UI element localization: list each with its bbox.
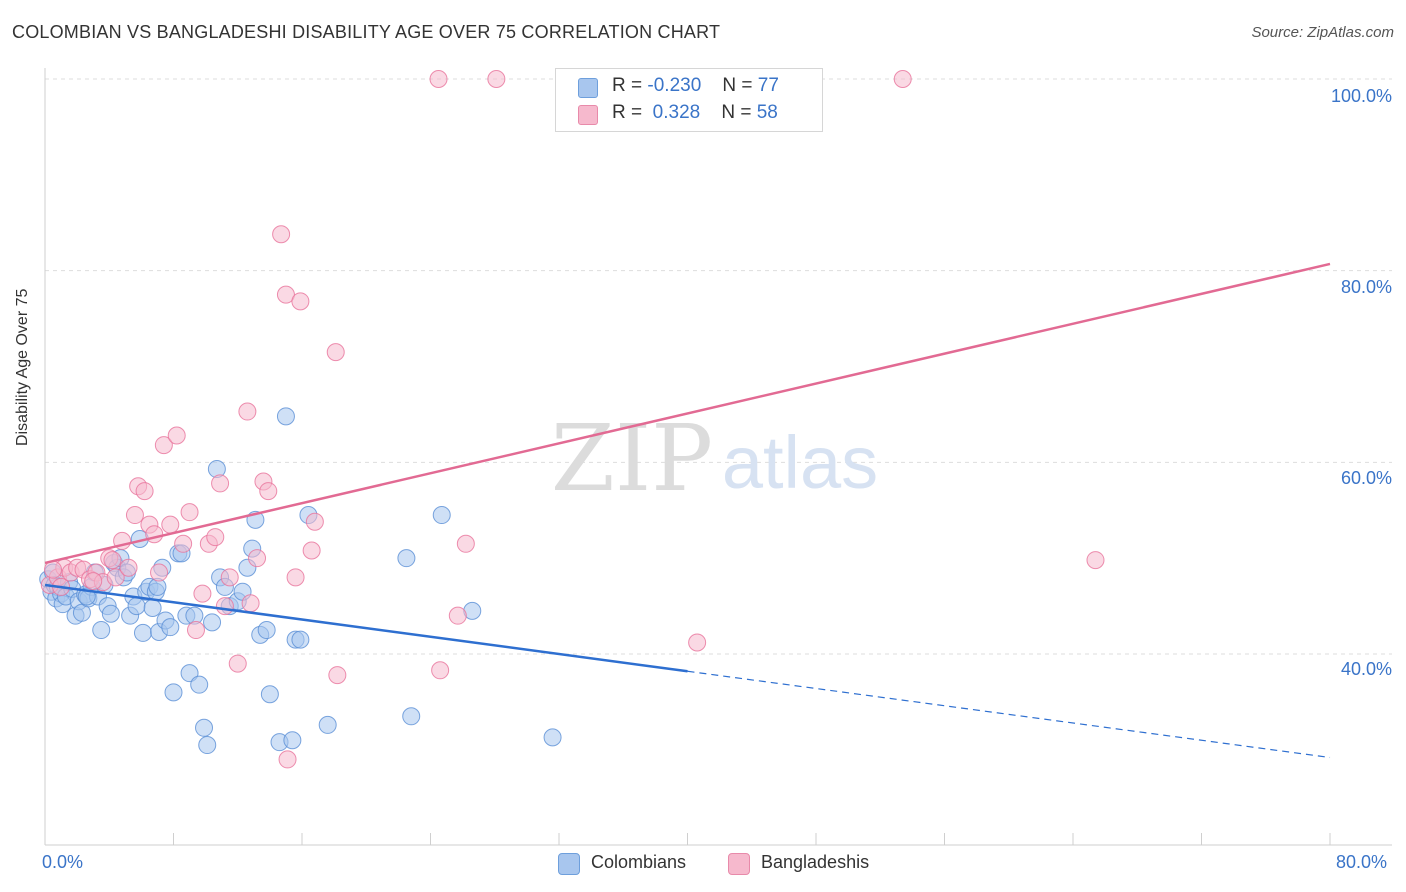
bangladeshis-points (40, 70, 1105, 769)
colombian-point (127, 597, 146, 616)
watermark-zip: ZIP (551, 405, 713, 512)
bangladeshi-point (193, 584, 212, 603)
colombians-trend-line (44, 583, 688, 673)
y-tick-label: 80.0% (1340, 277, 1392, 297)
bangladeshi-point (161, 515, 180, 534)
bangladeshi-point (186, 621, 205, 640)
bangladeshi-point (302, 541, 321, 560)
bangladeshi-point (241, 594, 260, 613)
x-tick-label: 80.0% (1336, 852, 1388, 872)
legend-swatch (578, 105, 598, 125)
colombian-point (276, 407, 295, 426)
colombian-point (291, 630, 310, 649)
colombian-point (164, 683, 183, 702)
source-note: Source: ZipAtlas.com (1251, 24, 1394, 41)
colombian-point (283, 731, 302, 750)
bangladeshi-point (286, 568, 305, 587)
colombian-point (92, 621, 111, 640)
bangladeshi-point (893, 70, 912, 88)
y-tick-label: 40.0% (1340, 659, 1392, 679)
colombian-point (133, 623, 152, 642)
bangladeshi-point (248, 549, 267, 568)
bangladeshi-point (1086, 551, 1105, 570)
bangladeshi-point (431, 661, 450, 680)
bangladeshi-point (291, 292, 310, 311)
colombian-point (143, 599, 162, 617)
colombians-trend-extension (687, 670, 1331, 759)
x-tick-label: 0.0% (42, 852, 84, 872)
legend-swatch (728, 853, 750, 875)
bangladeshi-point (238, 402, 257, 421)
bangladeshi-point (326, 343, 345, 362)
bangladeshi-point (272, 225, 291, 244)
bangladeshi-point (305, 512, 324, 531)
colombian-point (203, 613, 222, 632)
n-label: N = (722, 75, 753, 96)
bangladeshi-point (150, 563, 169, 582)
bangladeshi-point (106, 568, 125, 587)
colombian-point (257, 621, 276, 640)
n-value: 58 (756, 102, 778, 123)
y-axis-label: Disability Age Over 75 (14, 288, 31, 446)
bangladeshi-point (135, 482, 154, 501)
r-value: 0.328 (652, 102, 701, 123)
bangladeshi-point (429, 70, 448, 88)
trend-lines (44, 262, 1331, 759)
colombian-point (402, 707, 421, 726)
bangladeshi-point (487, 70, 506, 88)
watermark-atlas: atlas (722, 421, 878, 504)
bangladeshi-point (211, 474, 230, 493)
y-tick-label: 60.0% (1340, 468, 1392, 488)
colombian-point (198, 736, 217, 755)
legend-label: Colombians (591, 852, 687, 872)
bangladeshi-point (259, 482, 278, 501)
legend-swatch (578, 78, 598, 98)
chart-title: COLOMBIAN VS BANGLADESHI DISABILITY AGE … (12, 22, 721, 42)
y-tick-label: 100.0% (1330, 86, 1392, 106)
bangladeshi-point (167, 426, 186, 445)
colombian-point (195, 718, 214, 737)
bangladeshi-point (220, 568, 239, 587)
bangladeshi-point (180, 503, 199, 522)
colombian-point (101, 604, 120, 623)
r-label: R = (612, 102, 643, 123)
bangladeshi-point (215, 597, 234, 616)
bangladeshi-point (448, 606, 467, 625)
colombian-point (180, 664, 199, 683)
colombian-point (543, 728, 562, 747)
colombian-point (397, 549, 416, 568)
bangladeshi-point (328, 666, 347, 685)
r-value: -0.230 (647, 75, 702, 96)
n-value: 77 (757, 75, 779, 96)
bangladeshi-point (125, 506, 144, 525)
watermark: ZIP atlas (551, 405, 878, 512)
bangladeshi-point (119, 558, 138, 577)
legend-swatch (558, 853, 580, 875)
r-label: R = (612, 75, 643, 96)
bangladeshi-point (154, 436, 173, 455)
bangladeshi-point (228, 654, 247, 673)
colombian-point (432, 506, 451, 525)
bangladeshi-point (174, 534, 193, 553)
colombian-point (318, 715, 337, 734)
colombian-point (190, 675, 209, 694)
bangladeshis-trend-line (44, 262, 1331, 565)
n-label: N = (721, 102, 752, 123)
bangladeshi-point (278, 750, 297, 769)
correlation-legend: R = -0.230 N = 77 R = 0.328 N = 58 (555, 68, 823, 132)
bangladeshi-point (84, 572, 103, 591)
bangladeshi-point (206, 528, 225, 547)
colombian-point (260, 685, 279, 704)
bangladeshi-point (456, 534, 475, 553)
bangladeshi-point (103, 551, 122, 570)
bangladeshi-point (688, 633, 707, 652)
axes (44, 68, 1392, 846)
legend-label: Bangladeshis (761, 852, 870, 872)
colombian-point (161, 618, 180, 637)
